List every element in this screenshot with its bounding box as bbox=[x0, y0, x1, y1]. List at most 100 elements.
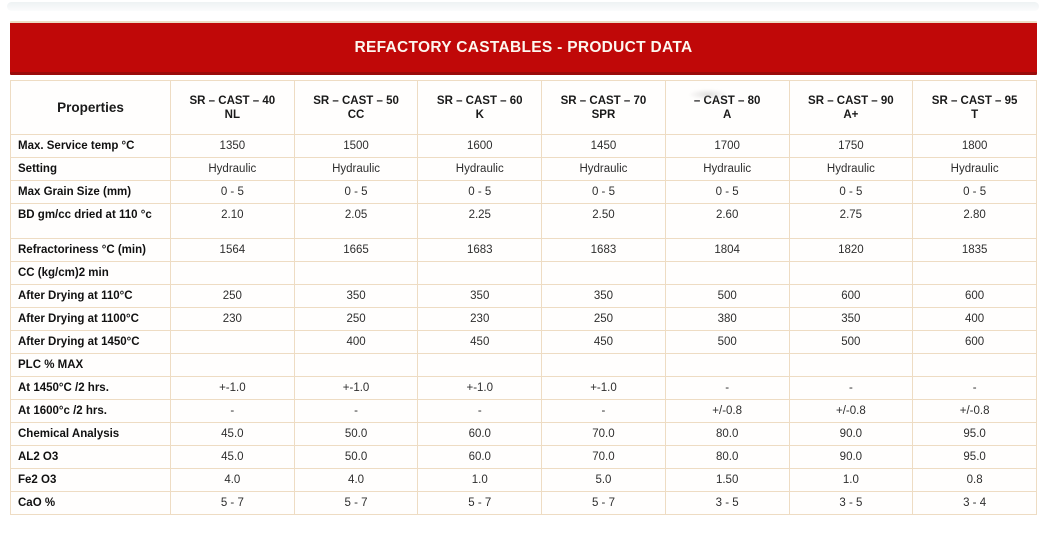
value-cell: 3 - 5 bbox=[788, 491, 914, 515]
product-column-grade: SPR bbox=[591, 108, 616, 121]
row-label: CaO % bbox=[10, 491, 171, 515]
product-column-header: – CAST – 80 A bbox=[664, 80, 790, 135]
value-cell: 250 bbox=[541, 307, 666, 331]
product-data-table: Properties SR – CAST – 40 NL SR – CAST – 5… bbox=[10, 80, 1037, 515]
value-cell: 0.8 bbox=[912, 468, 1037, 492]
value-cell: 1700 bbox=[664, 134, 790, 158]
value-cell: 0 - 5 bbox=[170, 180, 295, 204]
page-title: REFACTORY CASTABLES - PRODUCT DATA bbox=[354, 38, 693, 56]
value-cell bbox=[417, 353, 543, 377]
value-cell: Hydraulic bbox=[788, 157, 914, 181]
value-cell: 95.0 bbox=[912, 445, 1037, 469]
value-cell: 2.80 bbox=[912, 203, 1037, 239]
value-cell: +-1.0 bbox=[541, 376, 666, 400]
value-cell: 1.50 bbox=[664, 468, 790, 492]
properties-column-header: Properties bbox=[10, 80, 171, 135]
row-label: After Drying at 1100°C bbox=[10, 307, 171, 331]
product-column-header: SR – CAST – 90 A+ bbox=[788, 80, 914, 135]
value-cell bbox=[912, 353, 1037, 377]
product-column-header: SR – CAST – 50 CC bbox=[293, 80, 419, 135]
value-cell: 500 bbox=[788, 330, 914, 354]
section-row: PLC % MAX bbox=[10, 353, 1037, 377]
value-cell: 2.60 bbox=[664, 203, 790, 239]
table-row: At 1600°c /2 hrs. - - - - +/-0.8 +/-0.8 +/-0.8 bbox=[10, 399, 1037, 423]
product-column-grade: T bbox=[971, 108, 979, 121]
value-cell: 600 bbox=[788, 284, 914, 308]
value-cell: - bbox=[170, 399, 295, 423]
row-label: Chemical Analysis bbox=[10, 422, 171, 446]
value-cell: 50.0 bbox=[293, 422, 419, 446]
value-cell: Hydraulic bbox=[664, 157, 790, 181]
value-cell: +/-0.8 bbox=[788, 399, 914, 423]
value-cell: 2.10 bbox=[170, 203, 295, 239]
value-cell: 350 bbox=[417, 284, 543, 308]
value-cell: 3 - 5 bbox=[664, 491, 790, 515]
value-cell: - bbox=[293, 399, 419, 423]
product-column-name: SR – CAST – 50 bbox=[313, 94, 399, 107]
value-cell: 60.0 bbox=[417, 445, 543, 469]
product-column-name: SR – CAST – 70 bbox=[560, 94, 647, 107]
value-cell: - bbox=[912, 376, 1037, 400]
value-cell: 1350 bbox=[170, 134, 295, 158]
value-cell: 4.0 bbox=[293, 468, 419, 492]
value-cell: 80.0 bbox=[664, 422, 790, 446]
value-cell: 350 bbox=[293, 284, 419, 308]
value-cell: 70.0 bbox=[541, 422, 666, 446]
product-column-grade: NL bbox=[224, 108, 241, 121]
value-cell: 70.0 bbox=[541, 445, 666, 469]
value-cell bbox=[417, 261, 543, 285]
value-cell: - bbox=[417, 399, 543, 423]
value-cell: 450 bbox=[417, 330, 543, 354]
row-label: At 1600°c /2 hrs. bbox=[10, 399, 171, 423]
value-cell: 500 bbox=[664, 284, 790, 308]
product-column-header: SR – CAST – 70 SPR bbox=[541, 80, 666, 135]
product-column-grade: A+ bbox=[843, 108, 859, 121]
row-label: Setting bbox=[10, 157, 171, 181]
value-cell bbox=[912, 261, 1037, 285]
value-cell: 0 - 5 bbox=[912, 180, 1037, 204]
value-cell: 1564 bbox=[170, 238, 295, 262]
value-cell: Hydraulic bbox=[541, 157, 666, 181]
table-row: Fe2 O3 4.0 4.0 1.0 5.0 1.50 1.0 0.8 bbox=[10, 468, 1037, 492]
product-column-name: SR – CAST – 60 bbox=[436, 94, 523, 107]
table-row: At 1450°C /2 hrs. +-1.0 +-1.0 +-1.0 +-1.0- - - bbox=[10, 376, 1037, 400]
product-column-grade: A bbox=[723, 108, 732, 121]
row-label: Max. Service temp °C bbox=[10, 134, 171, 158]
value-cell bbox=[170, 353, 295, 377]
value-cell: 5 - 7 bbox=[293, 491, 419, 515]
value-cell: 230 bbox=[170, 307, 295, 331]
section-row: CC (kg/cm)2 min bbox=[10, 261, 1037, 285]
value-cell: 90.0 bbox=[788, 445, 914, 469]
table-row: After Drying at 1100°C 230 250 230 250 380 350… bbox=[10, 307, 1037, 331]
value-cell: 1683 bbox=[541, 238, 666, 262]
value-cell: Hydraulic bbox=[912, 157, 1037, 181]
value-cell bbox=[541, 261, 666, 285]
row-label: PLC % MAX bbox=[10, 353, 171, 377]
value-cell: 1750 bbox=[788, 134, 914, 158]
value-cell: 1.0 bbox=[417, 468, 543, 492]
product-column-name: – CAST – 80 bbox=[693, 94, 761, 107]
row-label: CC (kg/cm)2 min bbox=[10, 261, 171, 285]
value-cell: 90.0 bbox=[788, 422, 914, 446]
table-row: After Drying at 110°C 250 350 350 350 500 600 6… bbox=[10, 284, 1037, 308]
row-label: Refractoriness °C (min) bbox=[10, 238, 171, 262]
table-body: Max. Service temp °C 1350 1500 1600 1450 1700… bbox=[10, 134, 1037, 515]
top-strip bbox=[7, 2, 1039, 11]
row-label: After Drying at 1450°C bbox=[10, 330, 171, 354]
value-cell: 1835 bbox=[912, 238, 1037, 262]
row-label: Max Grain Size (mm) bbox=[10, 180, 171, 204]
value-cell bbox=[788, 261, 914, 285]
value-cell: 1.0 bbox=[788, 468, 914, 492]
value-cell: 1800 bbox=[912, 134, 1037, 158]
product-column-header: SR – CAST – 95 T bbox=[912, 80, 1037, 135]
value-cell bbox=[293, 353, 419, 377]
value-cell: 400 bbox=[912, 307, 1037, 331]
value-cell: - bbox=[541, 399, 666, 423]
value-cell: 400 bbox=[293, 330, 419, 354]
table-row: Chemical Analysis 45.0 50.0 60.0 70.0 80.0 90.… bbox=[10, 422, 1037, 446]
value-cell: Hydraulic bbox=[293, 157, 419, 181]
value-cell: 2.05 bbox=[293, 203, 419, 239]
value-cell: 80.0 bbox=[664, 445, 790, 469]
value-cell: 1665 bbox=[293, 238, 419, 262]
